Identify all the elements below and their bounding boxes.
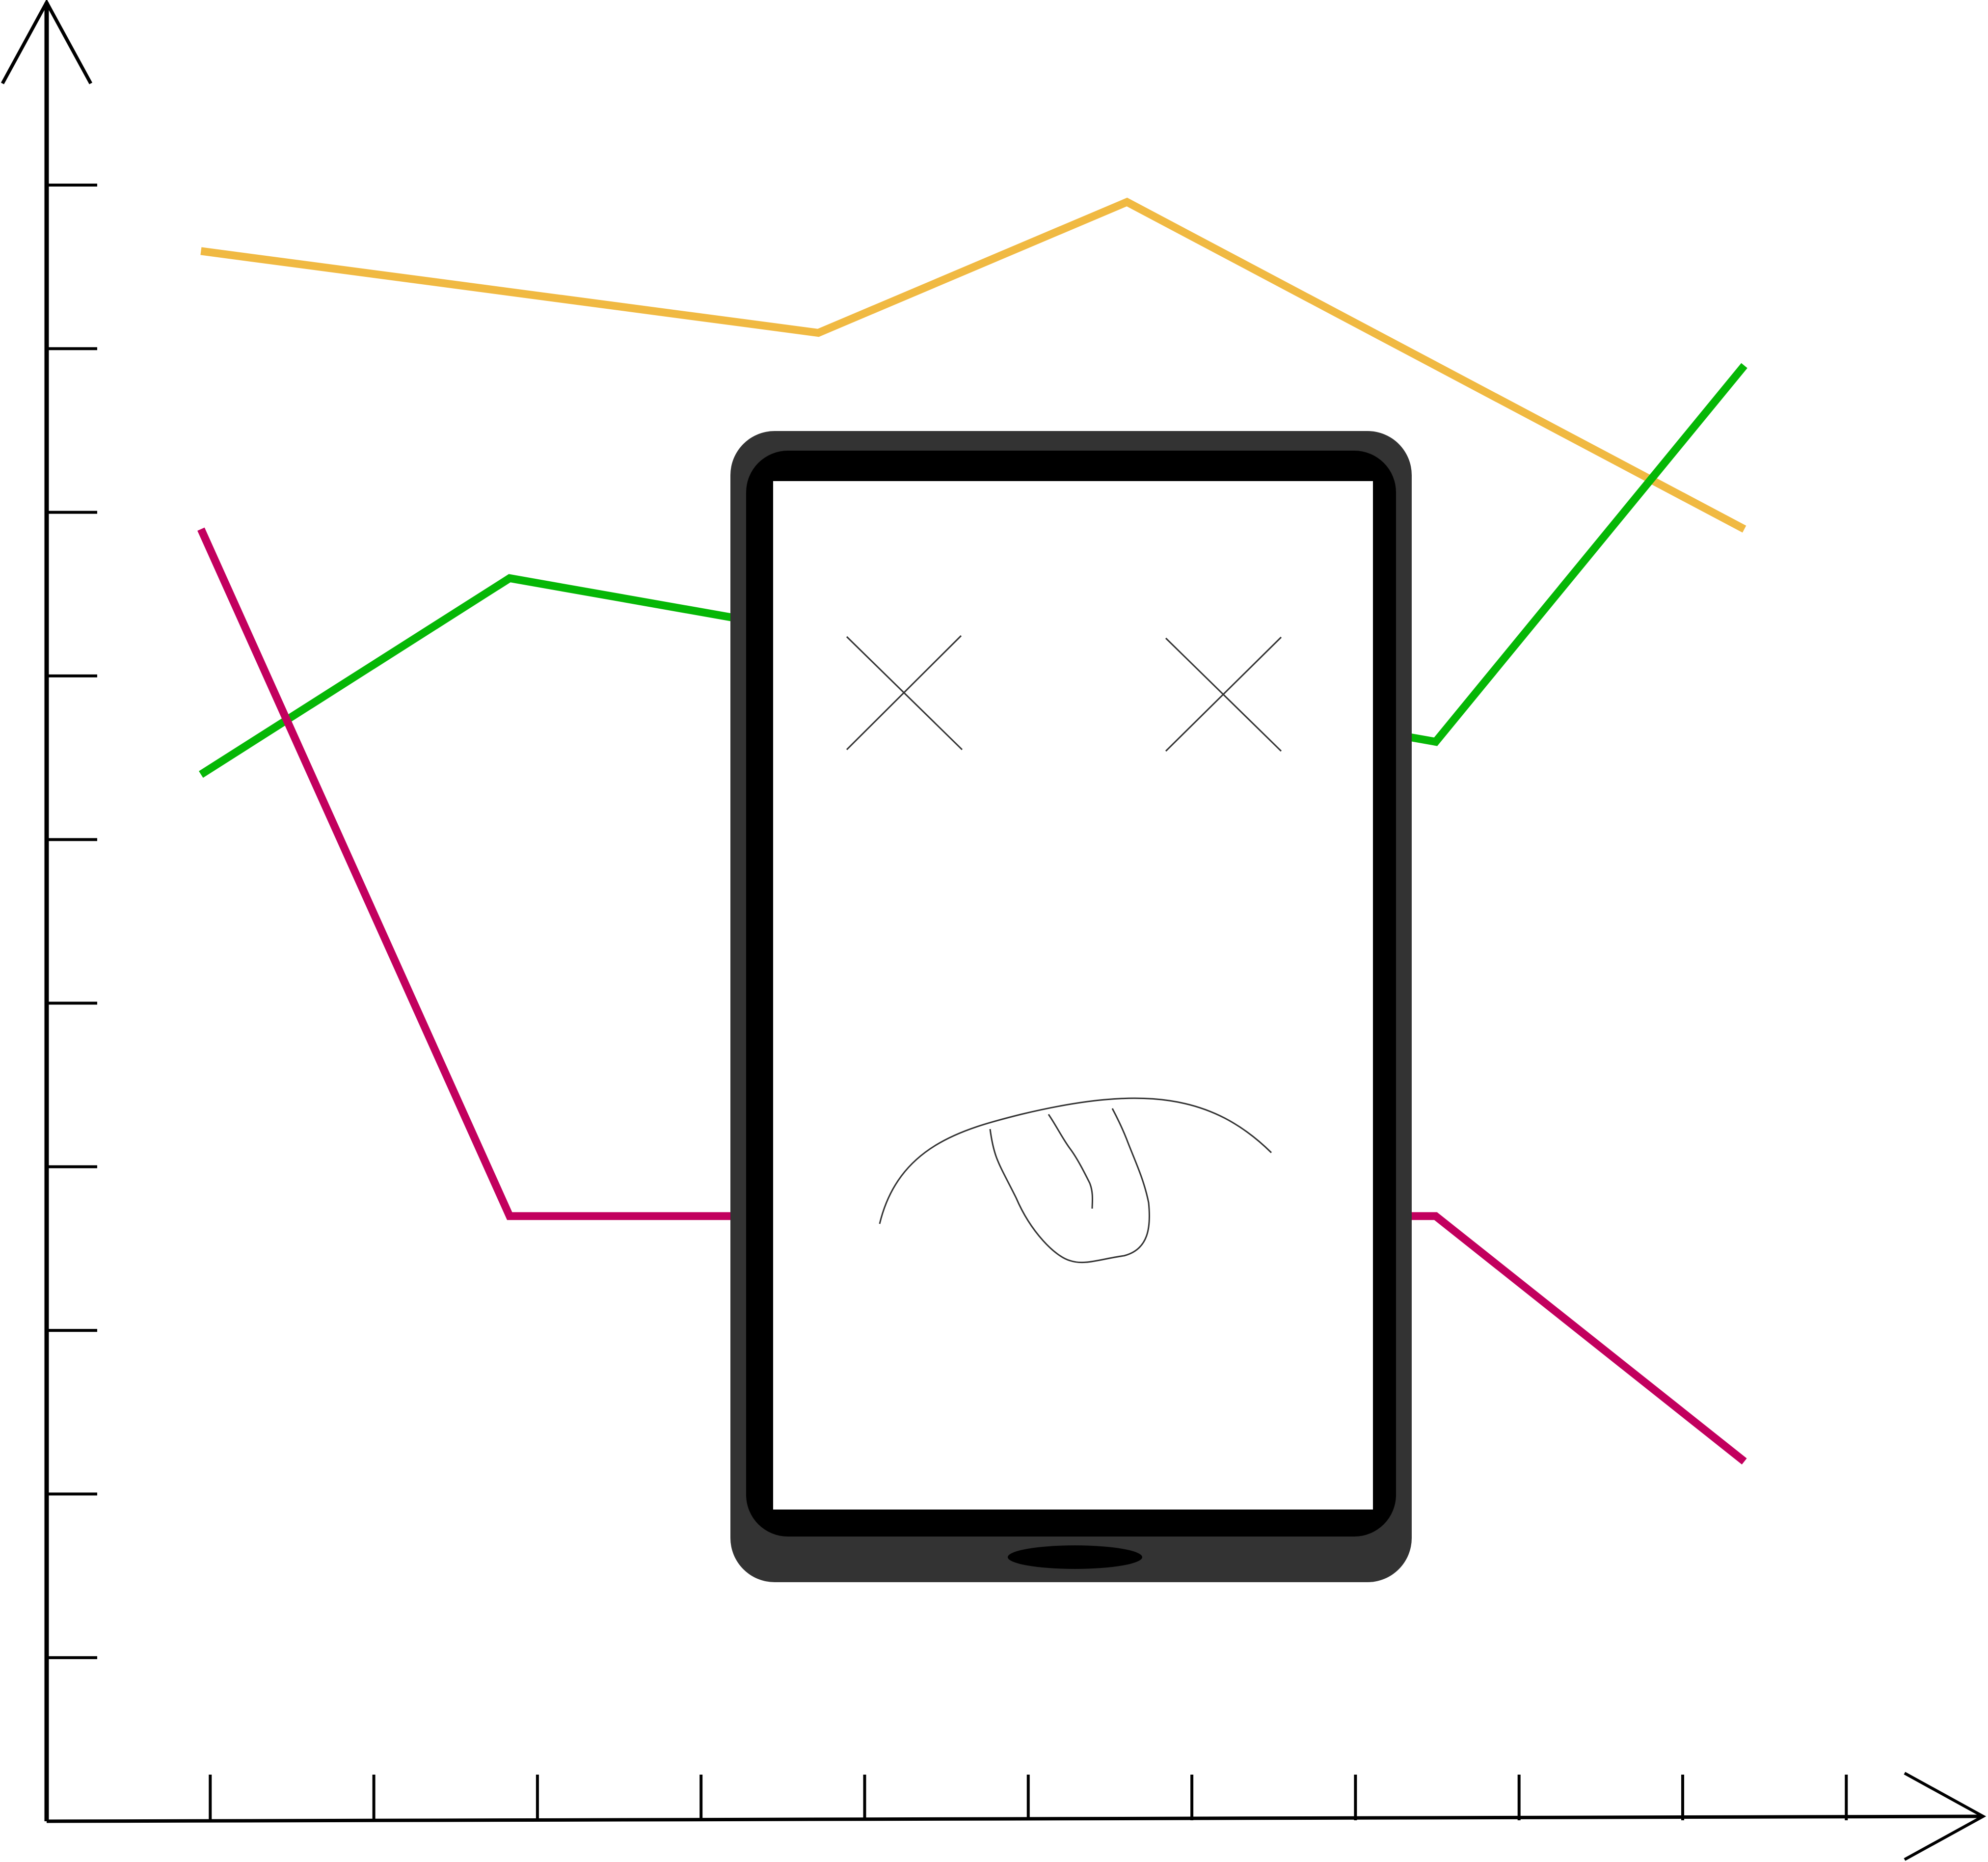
y-axis-ticks — [47, 184, 97, 1659]
phone-home-button — [1008, 1545, 1142, 1569]
series-line-orange — [200, 197, 1746, 533]
y-axis-arrowhead-icon — [0, 0, 93, 84]
phone-screen — [773, 481, 1373, 1510]
x-axis-ticks — [209, 1775, 1848, 1820]
x-axis-arrowhead-icon — [1904, 1772, 1987, 1861]
x-eye-icon — [1165, 636, 1282, 752]
tongue-out-mouth-icon — [879, 1097, 1272, 1264]
phone-icon — [730, 431, 1412, 1582]
x-eye-icon — [846, 635, 963, 751]
dead-face — [846, 635, 1282, 1264]
x-axis-line — [46, 1814, 1984, 1823]
